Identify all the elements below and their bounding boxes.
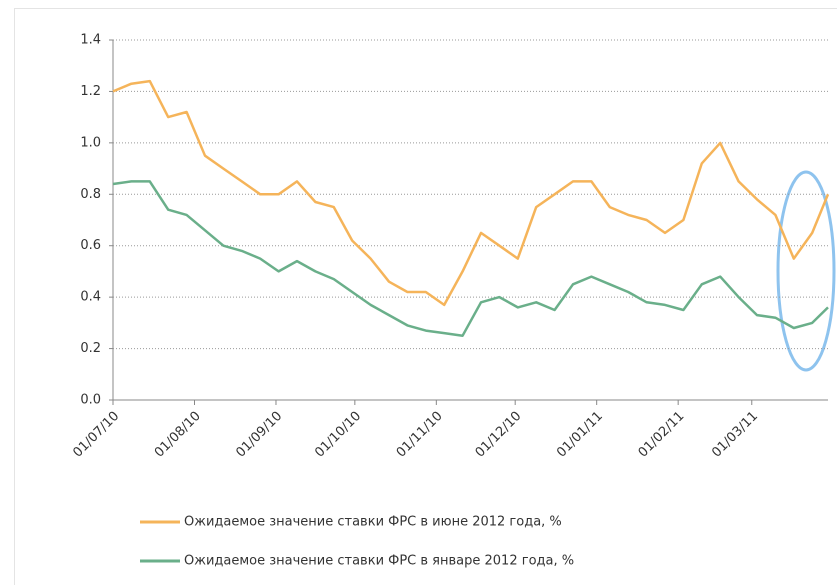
y-tick-label: 1.4: [80, 33, 101, 48]
y-tick-label: 0.8: [80, 187, 101, 202]
x-tick-label: 01/02/11: [636, 409, 688, 461]
x-tick-label: 01/07/10: [70, 409, 122, 461]
y-tick-label: 1.0: [80, 135, 101, 150]
line-series: [112, 180, 829, 337]
frame: [14, 8, 837, 585]
x-tick-label: 01/10/10: [312, 409, 364, 461]
y-tick-label: 1.2: [80, 84, 101, 99]
x-tick-label: 01/09/10: [233, 409, 285, 461]
y-tick-label: 0.2: [80, 341, 101, 356]
y-tick-label: 0.6: [80, 238, 101, 253]
x-tick-label: 01/11/10: [394, 409, 446, 461]
x-tick-label: 01/08/10: [152, 409, 204, 461]
x-tick-label: 01/12/10: [473, 409, 525, 461]
y-tick-label: 0.4: [80, 290, 101, 305]
line-series: [112, 79, 830, 307]
highlight-ellipse: [776, 170, 836, 372]
x-tick-label: 01/01/11: [554, 409, 606, 461]
legend-label: Ожидаемое значение ставки ФРС в январе 2…: [184, 554, 574, 569]
x-tick-label: 01/03/11: [709, 409, 761, 461]
legend-label: Ожидаемое значение ставки ФРС в июне 201…: [184, 515, 562, 530]
y-tick-label: 0.0: [80, 393, 101, 408]
